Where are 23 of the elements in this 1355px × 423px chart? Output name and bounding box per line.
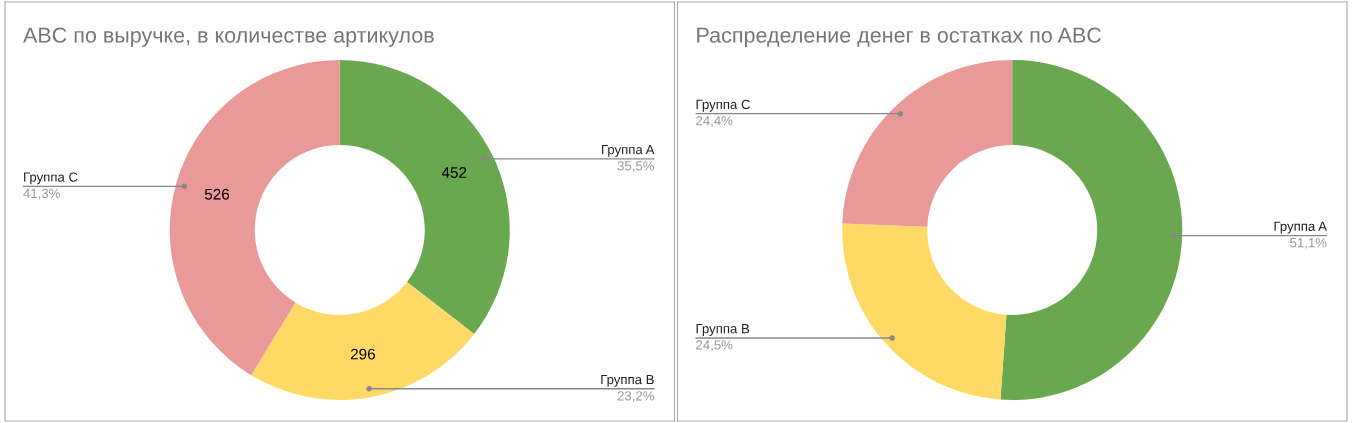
donut-slice xyxy=(842,223,1007,400)
donut-slice xyxy=(842,60,1013,227)
text: 23,2% xyxy=(617,391,655,403)
slice-label: Группа A xyxy=(1274,221,1327,234)
chart-title: Распределение денег в остатках по ABC xyxy=(697,27,1102,48)
donut-slice xyxy=(339,60,510,335)
data-label: 24,5% xyxy=(696,340,733,352)
slice-label: Группа C xyxy=(696,99,751,112)
chart-title: ABC по выручке, в количестве артикулов xyxy=(23,27,434,48)
data-label: 296 xyxy=(350,348,375,360)
donut-slice xyxy=(1000,60,1183,400)
slice-label: Группа B xyxy=(696,324,750,336)
data-label: 51,1% xyxy=(1290,237,1327,249)
slice-label: Группа B xyxy=(601,375,654,387)
slice-label: Группа A xyxy=(602,145,655,157)
text: 35,5% xyxy=(617,161,655,173)
data-label: 526 xyxy=(204,188,230,200)
donut-slice xyxy=(251,282,475,400)
data-label: 452 xyxy=(441,167,467,178)
data-label: 24,4% xyxy=(696,116,733,127)
slice-label: Группа C xyxy=(24,172,78,185)
text: 41,3% xyxy=(23,188,60,200)
donut-slice xyxy=(169,60,340,376)
